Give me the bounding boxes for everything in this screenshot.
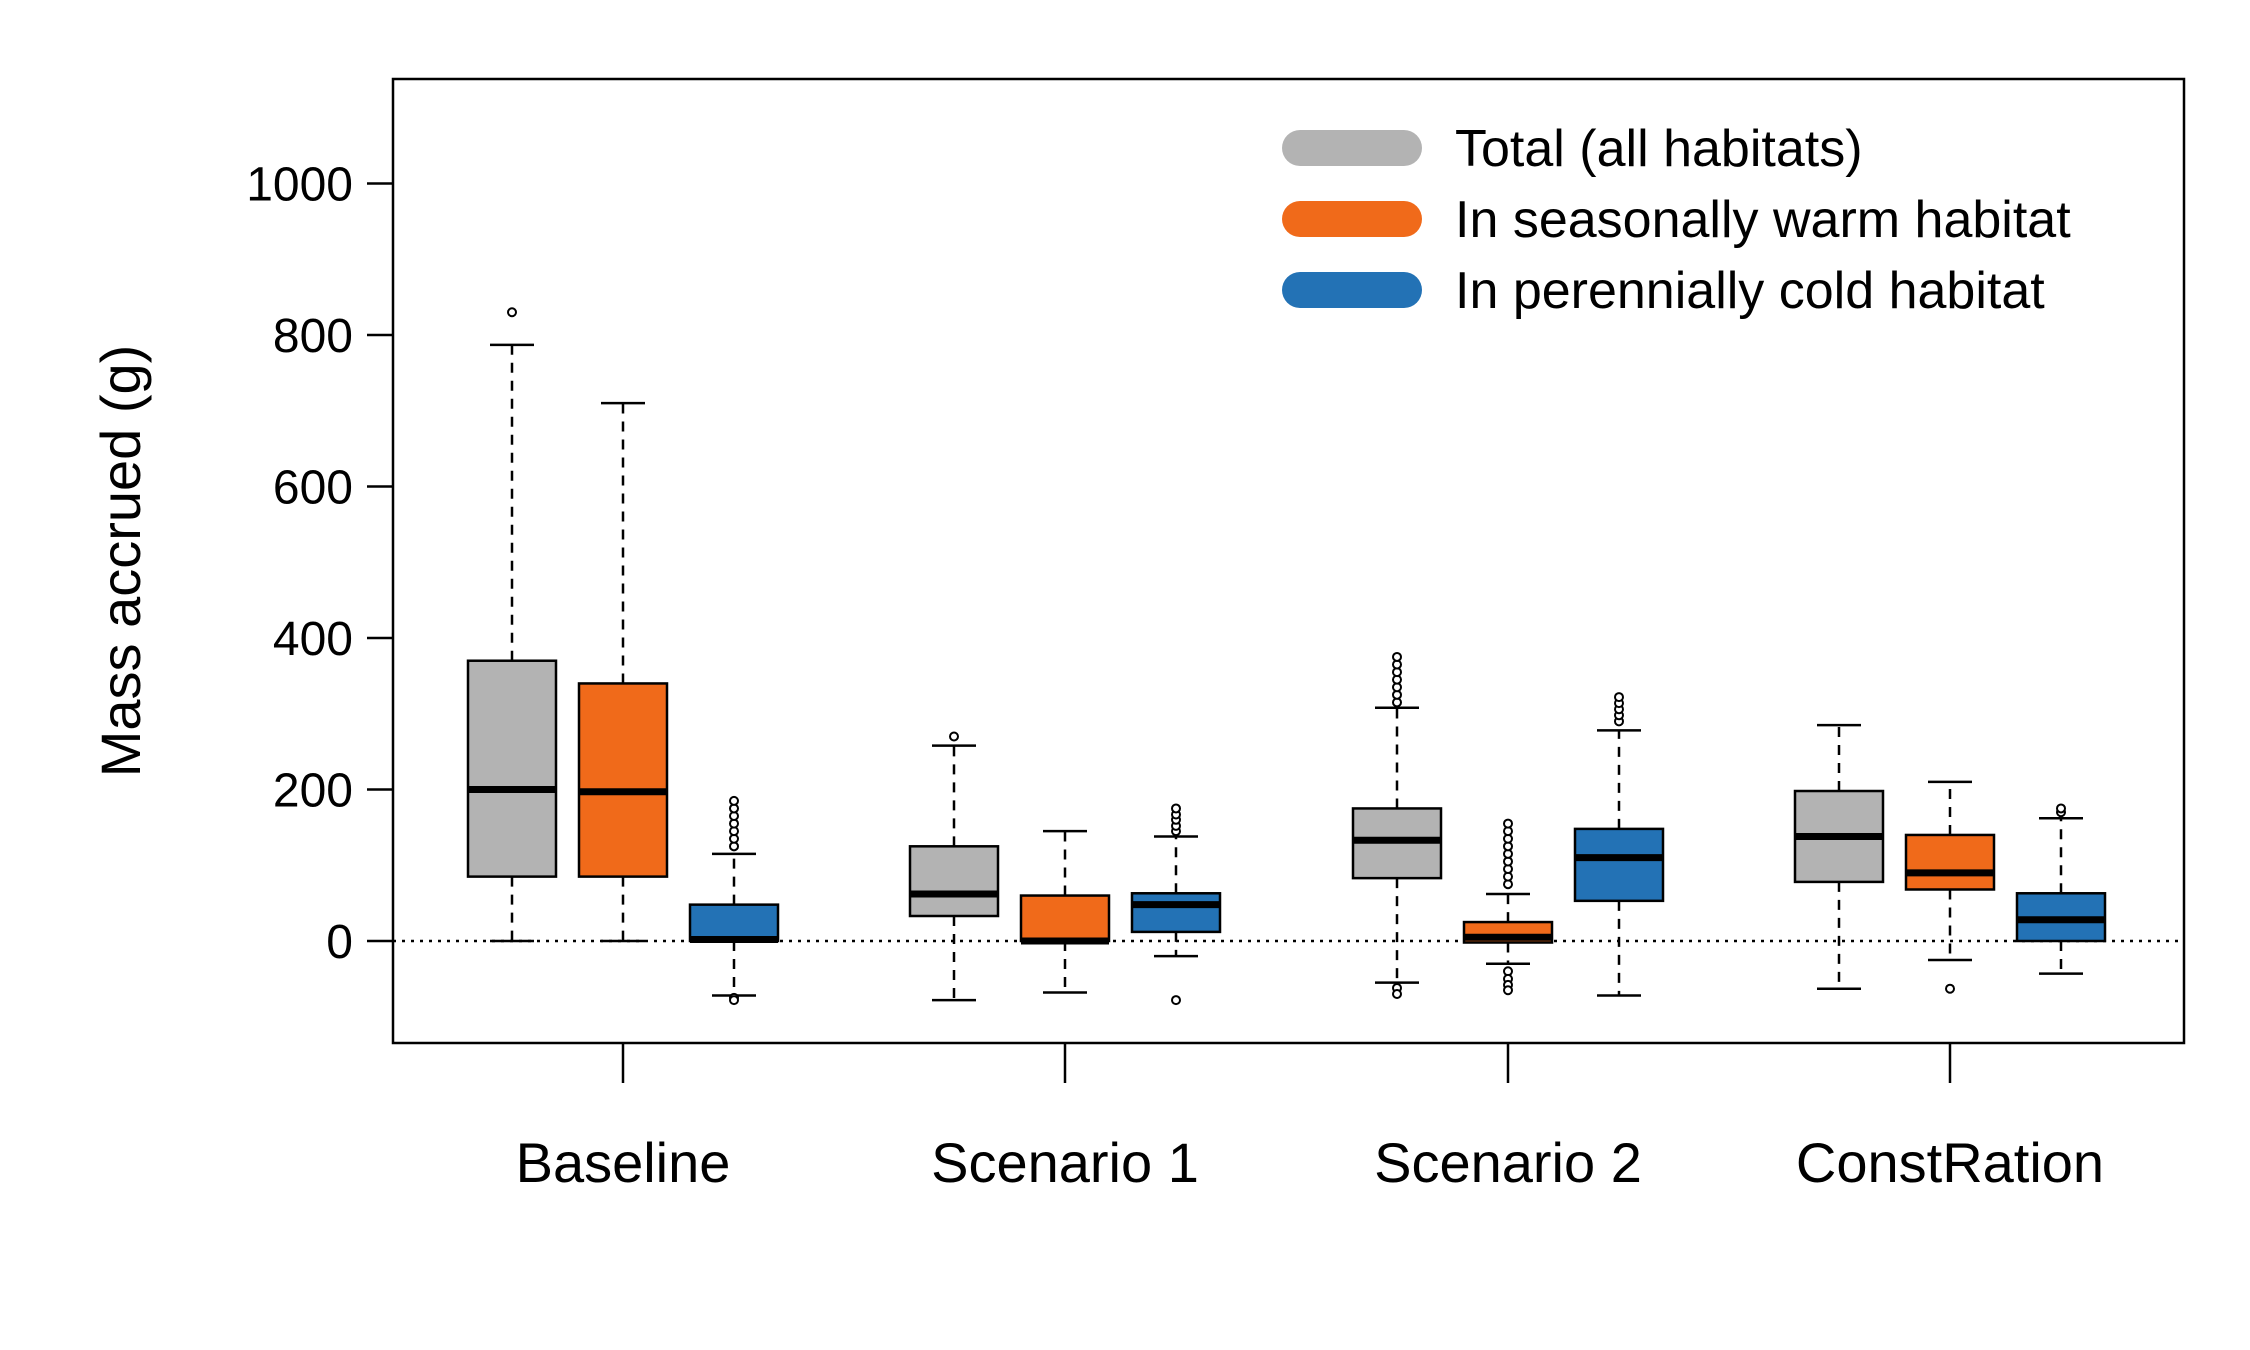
outlier-point [1614,692,1624,703]
interquartile-box [1573,827,1665,903]
box-scenario-2-series-2 [1462,818,1554,996]
interquartile-box [908,845,1000,918]
outlier-point [1171,995,1181,1006]
box-constration-series-2 [1904,780,1996,994]
x-category-label: Scenario 2 [1374,1131,1642,1194]
outlier-point [729,995,739,1006]
box-constration-series-1 [1793,723,1885,990]
plot-layer [393,307,2184,1006]
box-baseline-series-1 [466,307,558,943]
axis-layer: 0 200 400 600 800 1000 Baseline Scenario 1 Scena… [246,159,2104,1195]
y-tick-label: 400 [273,613,353,666]
outlier-point [1392,651,1402,662]
x-category-label: ConstRation [1796,1131,2104,1194]
outlier-point [2056,803,2066,814]
y-tick-label: 600 [273,462,353,515]
interquartile-box [1904,833,1996,891]
box-scenario-1-series-2 [1019,829,1111,994]
box-scenario-2-series-3 [1573,692,1665,997]
y-tick-label: 0 [326,916,353,969]
outlier-point [1945,983,1955,994]
interquartile-box [1019,894,1111,943]
outlier-point [1171,803,1181,814]
x-category-label: Scenario 1 [931,1131,1199,1194]
legend: Total (all habitats) In seasonally warm h… [1282,120,2071,320]
interquartile-box [688,903,780,943]
outlier-point [1503,985,1513,996]
box-scenario-2-series-1 [1351,651,1443,1000]
box-scenario-1-series-1 [908,731,1000,1002]
outlier-point [1392,989,1402,1000]
legend-label: In seasonally warm habitat [1455,191,2071,249]
y-tick-label: 200 [273,765,353,818]
box-scenario-1-series-3 [1130,803,1222,1006]
legend-label: In perennially cold habitat [1455,262,2045,320]
box-constration-series-3 [2015,803,2107,975]
y-axis-title: Mass accrued (g) [89,345,152,778]
interquartile-box [577,682,669,878]
interquartile-box [466,659,558,878]
y-tick-label: 800 [273,310,353,363]
interquartile-box [1130,892,1222,934]
legend-label: Total (all habitats) [1455,120,1863,178]
plot-frame [391,77,2186,1045]
y-tick-label: 1000 [246,159,353,212]
outlier-point [1503,818,1513,829]
outlier-point [507,307,517,318]
box-baseline-series-3 [688,795,780,1006]
outlier-point [949,731,959,742]
outlier-point [729,795,739,806]
box-baseline-series-2 [577,401,669,943]
x-category-label: Baseline [516,1131,731,1194]
